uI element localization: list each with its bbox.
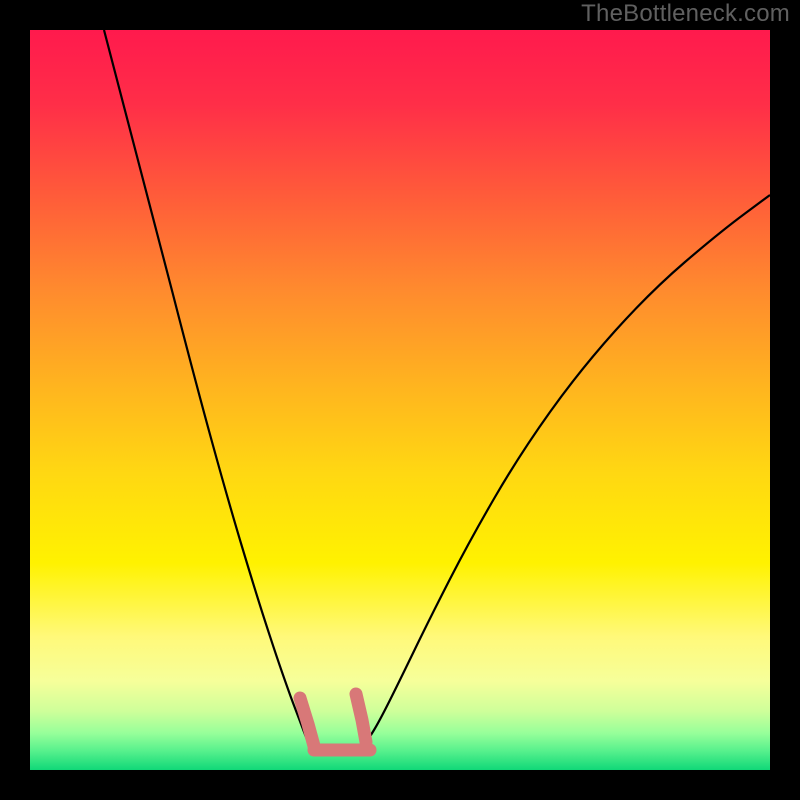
watermark-text: TheBottleneck.com — [581, 0, 790, 28]
chart-root: TheBottleneck.com — [0, 0, 800, 800]
bottleneck-chart — [0, 0, 800, 800]
plot-background — [30, 30, 770, 770]
